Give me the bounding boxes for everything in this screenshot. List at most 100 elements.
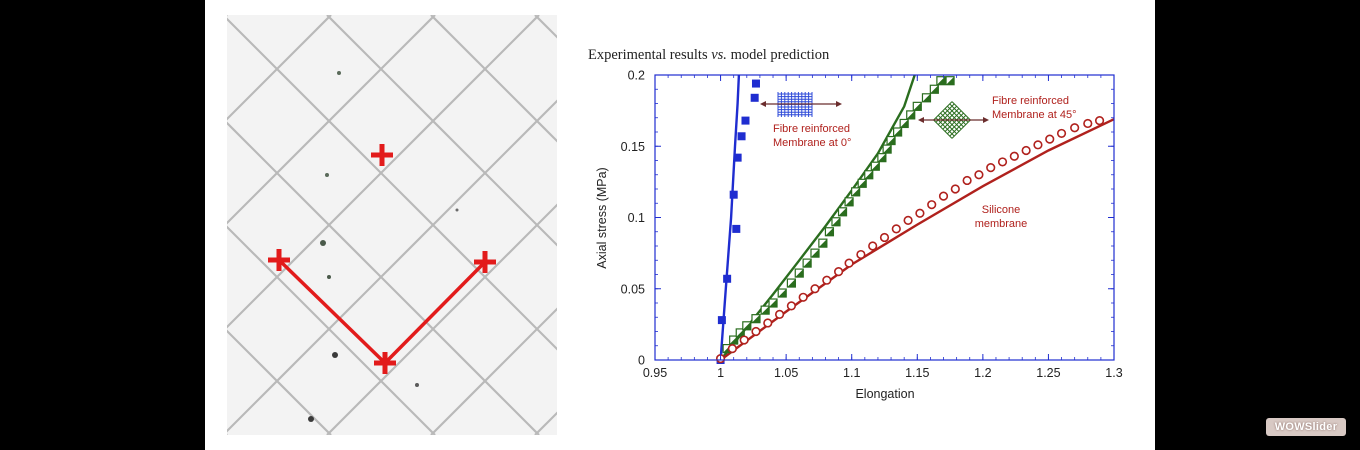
fibre-grid	[227, 15, 557, 435]
fibre45-point	[810, 248, 820, 258]
chart-title-end: model prediction	[727, 47, 830, 63]
fibre45-point	[870, 161, 880, 171]
fibre0-point	[737, 132, 746, 141]
x-axis-label: Elongation	[855, 387, 914, 401]
fibre45-point	[912, 101, 922, 111]
chart-title-vs: vs.	[711, 47, 727, 63]
y-axis-label: Axial stress (MPa)	[595, 167, 609, 268]
silicone-point	[891, 224, 901, 234]
fibre45-point	[735, 328, 745, 338]
silicone-point	[739, 335, 749, 345]
silicone-point	[1045, 134, 1055, 144]
fibre45-point	[742, 321, 752, 331]
fibre45-point	[882, 144, 892, 154]
silicone-point	[1021, 145, 1031, 156]
double-arrow-45deg-icon	[918, 117, 989, 123]
y-tick-label: 0.2	[628, 69, 645, 83]
annotation-0deg: Fibre reinforced Membrane at 0°	[773, 123, 851, 149]
y-tick-label: 0.1	[628, 211, 645, 225]
fibre45-point	[851, 187, 861, 197]
marker-connector	[277, 258, 487, 365]
annotation-45deg: Fibre reinforced Membrane at 45°	[992, 95, 1077, 121]
silicone-point	[938, 191, 949, 201]
silicone-point	[1033, 140, 1043, 150]
y-tick-label: 0.05	[621, 282, 645, 296]
fibre45-point	[864, 170, 874, 180]
annotation-45deg-line: Fibre reinforced	[992, 95, 1069, 107]
x-tick-label: 1.2	[974, 366, 991, 380]
fibre45-point	[794, 268, 804, 278]
x-tick-label: 1.1	[843, 366, 860, 380]
left-marker-icon	[268, 249, 290, 271]
silicone-point	[786, 301, 796, 311]
fibre0-point	[729, 190, 738, 199]
fibre45-point	[824, 227, 835, 237]
silicone-point	[879, 232, 890, 243]
fibre-line	[227, 15, 436, 225]
silicone-point	[974, 170, 984, 180]
y-tick-label: 0	[638, 354, 645, 368]
silicone-point	[915, 208, 925, 218]
annotation-45deg-line: Membrane at 45°	[992, 109, 1077, 121]
silicone-point	[868, 241, 878, 251]
mesh-45deg-icon	[933, 101, 971, 139]
x-tick-label: 1.05	[774, 366, 798, 380]
fibre45-point	[802, 258, 812, 268]
fibre45-point	[899, 118, 909, 129]
silicone-point	[927, 200, 937, 210]
double-arrow-0deg-icon	[760, 101, 842, 107]
fibre-line	[227, 99, 557, 433]
fibre45-point	[906, 110, 916, 120]
bottom-marker-icon	[374, 352, 396, 374]
chart-title: Experimental results vs. model predictio…	[588, 47, 830, 63]
silicone-point	[856, 249, 866, 260]
silicone-point	[962, 175, 972, 186]
fibre0-point	[751, 79, 760, 88]
fibre45-point	[929, 84, 939, 94]
fibre45-point	[760, 305, 770, 315]
x-tick-label: 1	[717, 366, 724, 380]
x-tick-label: 1.3	[1105, 366, 1122, 380]
fibre0-point	[741, 116, 750, 125]
silicone-point	[810, 284, 820, 294]
fibre-line	[227, 225, 436, 435]
fibre45-point	[893, 127, 903, 137]
fibre45-point	[877, 153, 887, 163]
silicone-point	[1070, 123, 1080, 133]
fibre45-point	[886, 135, 896, 146]
fibre45-point	[777, 288, 787, 298]
fibre45-point	[857, 178, 867, 188]
stress-elongation-chart: Experimental results vs. model predictio…	[588, 47, 1123, 401]
fibre45-point	[831, 217, 841, 227]
fibre45-point	[768, 298, 778, 308]
annotation-0deg-line: Fibre reinforced	[773, 123, 850, 135]
fibre-line	[326, 203, 557, 435]
fibre45-point	[936, 76, 946, 86]
fibre0-model-line	[719, 74, 741, 360]
chart-title-start: Experimental results	[588, 47, 711, 63]
silicone-model-line	[719, 118, 1114, 360]
fibre0-point	[723, 274, 732, 283]
fibre-line	[227, 15, 540, 329]
annotation-silicone: Silicone membrane	[975, 204, 1028, 230]
silicone-point	[822, 275, 832, 285]
fibre0-point	[717, 316, 726, 325]
silicone-point	[1094, 115, 1105, 126]
right-marker-icon	[474, 251, 496, 273]
fibre45-point	[844, 197, 854, 207]
fibre45-point	[751, 314, 761, 324]
silicone-point	[774, 309, 785, 320]
fibre-line	[227, 329, 332, 435]
x-tick-label: 1.25	[1036, 366, 1060, 380]
silicone-point	[950, 184, 960, 194]
annotation-silicone-line: Silicone	[982, 204, 1021, 216]
fibre-line	[430, 307, 557, 435]
wowslider-badge[interactable]: WOWSlider	[1266, 418, 1346, 436]
fibre-line	[227, 15, 332, 121]
y-tick-label: 0.15	[621, 140, 645, 154]
top-marker-icon	[371, 144, 393, 166]
membrane-photo	[227, 15, 557, 435]
fibre0-point	[750, 93, 759, 102]
silicone-point	[798, 292, 808, 302]
silicone-point	[1009, 151, 1019, 161]
